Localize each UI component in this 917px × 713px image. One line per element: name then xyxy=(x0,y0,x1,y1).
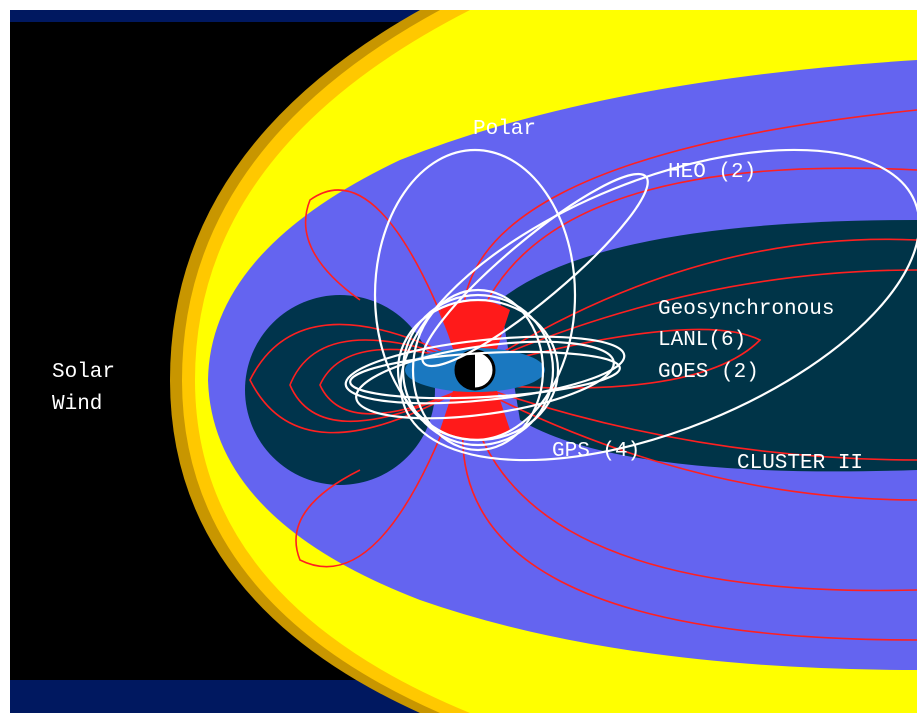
label: CLUSTER II xyxy=(737,452,863,475)
label: Solar xyxy=(52,361,115,384)
geo-orbit xyxy=(349,350,621,400)
label: HEO (2) xyxy=(668,161,756,184)
geo-orbit xyxy=(355,340,615,420)
field-line xyxy=(295,399,456,568)
dayside-lobe xyxy=(245,295,435,485)
bottom-band xyxy=(10,680,430,713)
field-line xyxy=(249,323,461,434)
field-line xyxy=(319,348,461,415)
field-line xyxy=(461,404,917,641)
label: Geosynchronous xyxy=(658,298,834,321)
label: LANL(6) xyxy=(658,329,746,352)
field-line xyxy=(304,189,456,351)
field-line xyxy=(289,339,461,423)
gps-orbit xyxy=(411,288,545,452)
field-line xyxy=(489,394,917,501)
orbits xyxy=(344,148,917,462)
cusp-region xyxy=(440,300,510,355)
top-band xyxy=(10,10,430,22)
field-line xyxy=(469,404,917,592)
earth-night xyxy=(456,351,475,389)
field-line xyxy=(489,238,917,361)
field-line xyxy=(489,328,762,389)
tail-lobe xyxy=(500,220,917,472)
geo-orbit xyxy=(344,335,626,405)
label: GOES (2) xyxy=(658,361,759,384)
gps-orbit xyxy=(396,298,560,442)
label: Wind xyxy=(52,393,102,416)
label: GPS (4) xyxy=(552,440,640,463)
label: Polar xyxy=(473,118,536,141)
gps-orbit xyxy=(401,293,555,447)
cluster-orbit xyxy=(399,148,917,462)
